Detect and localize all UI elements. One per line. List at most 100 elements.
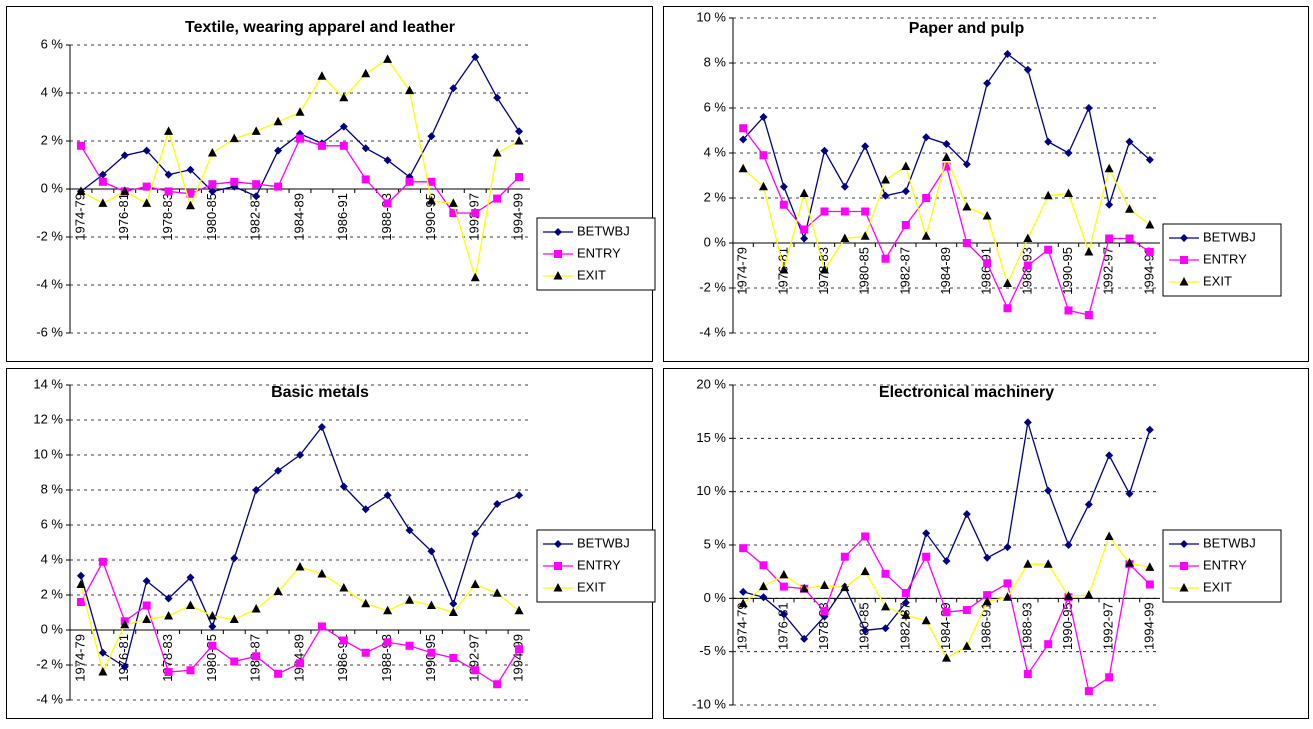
marker <box>779 610 788 619</box>
marker <box>901 598 910 607</box>
marker <box>820 146 829 155</box>
marker <box>515 173 524 181</box>
marker <box>962 160 971 169</box>
x-tick-label: 1988-93 <box>1019 602 1034 650</box>
marker <box>142 577 151 585</box>
y-tick-label: 8 % <box>41 481 64 496</box>
legend: BETWBJ ENTRY EXIT <box>1162 223 1282 297</box>
y-tick-label: 2 % <box>41 586 64 601</box>
marker <box>922 133 931 142</box>
x-tick-label: 1980-85 <box>857 602 872 650</box>
marker <box>186 165 195 174</box>
marker <box>1043 190 1053 200</box>
marker <box>164 611 174 620</box>
marker <box>1125 558 1134 567</box>
y-tick-label: -4 % <box>36 691 63 706</box>
marker <box>738 163 748 173</box>
marker <box>252 180 261 189</box>
x-tick-label: 1976-81 <box>116 634 131 682</box>
y-tick-label: 6 % <box>41 516 64 531</box>
legend-label: EXIT <box>577 267 606 282</box>
marker <box>296 659 304 668</box>
marker <box>427 177 436 186</box>
marker <box>186 573 195 582</box>
marker <box>515 645 524 654</box>
marker <box>983 591 992 600</box>
x-tick-label: 1980-85 <box>204 634 219 682</box>
x-tick-label: 1984-89 <box>938 247 953 295</box>
y-tick-label: 0 % <box>41 621 64 636</box>
marker <box>1064 591 1073 600</box>
x-tick-label: 1974-79 <box>735 602 750 650</box>
marker <box>295 562 305 571</box>
legend-label: ENTRY <box>1203 557 1247 572</box>
marker <box>449 209 458 217</box>
marker <box>339 482 348 491</box>
marker <box>1043 559 1053 568</box>
marker <box>207 148 217 157</box>
marker <box>339 92 349 102</box>
marker <box>901 589 910 597</box>
marker <box>405 85 415 95</box>
legend-label: EXIT <box>1203 579 1232 594</box>
marker <box>1145 248 1154 256</box>
marker <box>881 624 890 633</box>
marker <box>208 622 217 631</box>
marker <box>1084 247 1094 256</box>
marker <box>361 648 370 657</box>
marker <box>251 604 261 613</box>
marker <box>1180 562 1188 570</box>
marker <box>164 170 173 179</box>
marker <box>186 666 195 675</box>
marker <box>1023 65 1032 74</box>
marker <box>1125 204 1134 213</box>
marker <box>1003 278 1012 287</box>
marker <box>98 198 108 207</box>
marker <box>361 598 371 608</box>
marker <box>820 207 829 216</box>
marker <box>449 84 458 93</box>
marker <box>492 148 502 157</box>
marker <box>1104 531 1114 540</box>
y-tick-label: 4 % <box>41 84 64 99</box>
y-tick-label: 0 % <box>41 180 64 195</box>
marker <box>739 135 748 144</box>
marker <box>840 207 849 216</box>
marker <box>1064 541 1073 549</box>
marker <box>427 132 436 141</box>
marker <box>840 182 849 191</box>
marker <box>471 529 480 538</box>
chart-title: Paper and pulp <box>909 20 1025 37</box>
marker <box>942 162 951 171</box>
marker <box>339 636 348 645</box>
marker <box>1044 137 1053 146</box>
marker <box>185 200 195 210</box>
marker <box>1105 200 1114 209</box>
marker <box>820 580 829 590</box>
marker <box>251 126 261 135</box>
marker <box>983 79 992 88</box>
marker <box>383 199 392 208</box>
marker <box>779 265 789 274</box>
legend-label: EXIT <box>1203 273 1232 288</box>
marker <box>1125 137 1134 146</box>
marker <box>553 271 563 280</box>
x-tick-label: 1984-89 <box>291 634 306 682</box>
y-tick-label: -2 % <box>36 228 63 243</box>
marker <box>860 231 870 240</box>
marker <box>120 662 129 671</box>
marker <box>164 126 174 135</box>
marker <box>881 601 890 611</box>
marker <box>1003 592 1012 601</box>
marker <box>1180 540 1188 548</box>
marker <box>554 228 562 236</box>
marker <box>1084 104 1093 112</box>
marker <box>274 146 283 155</box>
marker <box>405 526 414 535</box>
marker <box>982 596 992 606</box>
legend-label: ENTRY <box>577 245 621 260</box>
marker <box>1023 559 1033 568</box>
marker <box>426 600 436 609</box>
marker <box>230 554 239 563</box>
x-tick-label: 1982-87 <box>897 247 912 295</box>
